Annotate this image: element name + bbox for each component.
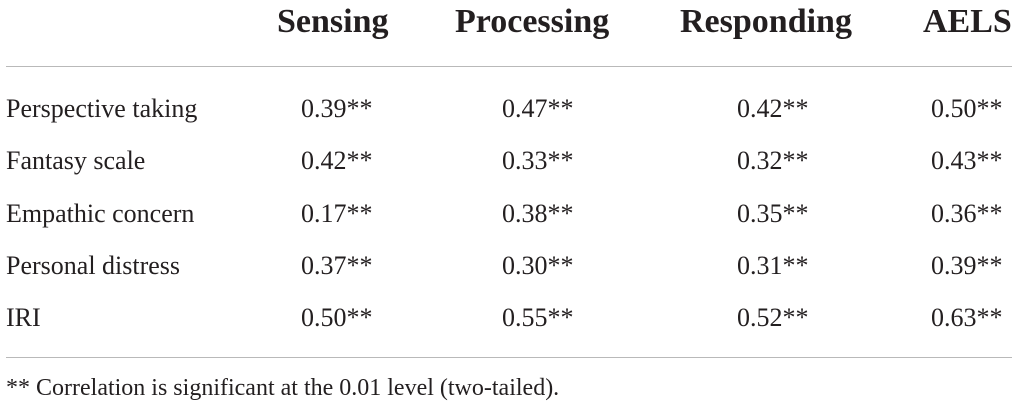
column-header-processing: Processing: [455, 3, 610, 40]
table-cell: 0.31**: [737, 251, 809, 280]
table-cell: 0.42**: [301, 146, 373, 175]
table-row: Personal distress 0.37** 0.30** 0.31** 0…: [0, 246, 1017, 286]
table-cell: 0.36**: [931, 199, 1003, 228]
row-label: Perspective taking: [6, 94, 198, 123]
table-cell: 0.38**: [502, 199, 574, 228]
table-cell: 0.47**: [502, 94, 574, 123]
column-header-aels: AELS: [923, 3, 1012, 40]
table-row: IRI 0.50** 0.55** 0.52** 0.63**: [0, 298, 1017, 338]
header-rule: [6, 66, 1012, 67]
table-cell: 0.50**: [931, 94, 1003, 123]
table-row: Fantasy scale 0.42** 0.33** 0.32** 0.43*…: [0, 141, 1017, 181]
row-label: Personal distress: [6, 251, 181, 280]
table-cell: 0.43**: [931, 146, 1003, 175]
table-cell: 0.30**: [502, 251, 574, 280]
table-cell: 0.39**: [931, 251, 1003, 280]
table-cell: 0.33**: [502, 146, 574, 175]
column-header-sensing: Sensing: [277, 3, 389, 40]
table-cell: 0.52**: [737, 303, 809, 332]
table-cell: 0.39**: [301, 94, 373, 123]
table-cell: 0.35**: [737, 199, 809, 228]
column-header-responding: Responding: [680, 3, 852, 40]
table-cell: 0.37**: [301, 251, 373, 280]
footer-rule: [6, 357, 1012, 358]
table-footnote: ** Correlation is significant at the 0.0…: [6, 375, 560, 401]
row-label: Empathic concern: [6, 199, 195, 228]
table-row: Perspective taking 0.39** 0.47** 0.42** …: [0, 89, 1017, 129]
table-row: Empathic concern 0.17** 0.38** 0.35** 0.…: [0, 194, 1017, 234]
table-cell: 0.50**: [301, 303, 373, 332]
table-cell: 0.63**: [931, 303, 1003, 332]
row-label: IRI: [6, 303, 41, 332]
row-label: Fantasy scale: [6, 146, 146, 175]
table-cell: 0.32**: [737, 146, 809, 175]
table-cell: 0.17**: [301, 199, 373, 228]
table-cell: 0.55**: [502, 303, 574, 332]
table-cell: 0.42**: [737, 94, 809, 123]
